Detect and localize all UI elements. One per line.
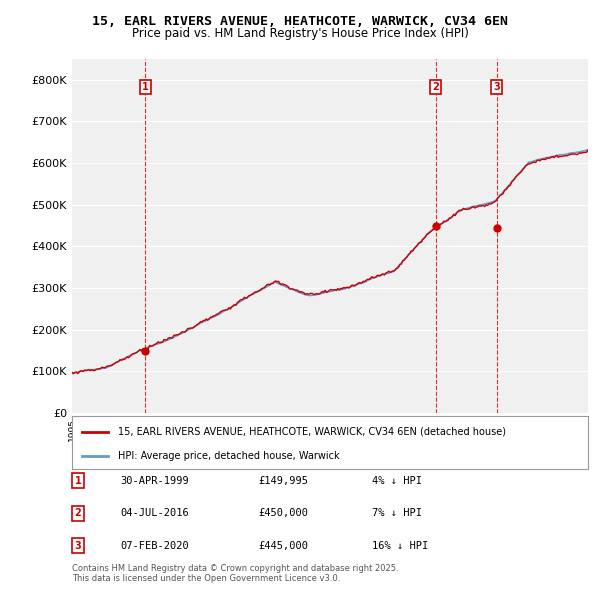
Text: 30-APR-1999: 30-APR-1999	[120, 476, 189, 486]
Text: 04-JUL-2016: 04-JUL-2016	[120, 509, 189, 518]
Text: 7% ↓ HPI: 7% ↓ HPI	[372, 509, 422, 518]
Text: £149,995: £149,995	[258, 476, 308, 486]
Text: £450,000: £450,000	[258, 509, 308, 518]
Text: 15, EARL RIVERS AVENUE, HEATHCOTE, WARWICK, CV34 6EN (detached house): 15, EARL RIVERS AVENUE, HEATHCOTE, WARWI…	[118, 427, 506, 437]
Text: 3: 3	[74, 541, 82, 550]
Text: Price paid vs. HM Land Registry's House Price Index (HPI): Price paid vs. HM Land Registry's House …	[131, 27, 469, 40]
Text: 2: 2	[74, 509, 82, 518]
Text: 07-FEB-2020: 07-FEB-2020	[120, 541, 189, 550]
Text: 15, EARL RIVERS AVENUE, HEATHCOTE, WARWICK, CV34 6EN: 15, EARL RIVERS AVENUE, HEATHCOTE, WARWI…	[92, 15, 508, 28]
Text: 4% ↓ HPI: 4% ↓ HPI	[372, 476, 422, 486]
Text: Contains HM Land Registry data © Crown copyright and database right 2025.
This d: Contains HM Land Registry data © Crown c…	[72, 563, 398, 583]
Text: 1: 1	[142, 83, 149, 92]
Text: 16% ↓ HPI: 16% ↓ HPI	[372, 541, 428, 550]
Text: 2: 2	[433, 83, 439, 92]
Text: 1: 1	[74, 476, 82, 486]
Text: £445,000: £445,000	[258, 541, 308, 550]
Text: HPI: Average price, detached house, Warwick: HPI: Average price, detached house, Warw…	[118, 451, 340, 461]
Text: 3: 3	[493, 83, 500, 92]
